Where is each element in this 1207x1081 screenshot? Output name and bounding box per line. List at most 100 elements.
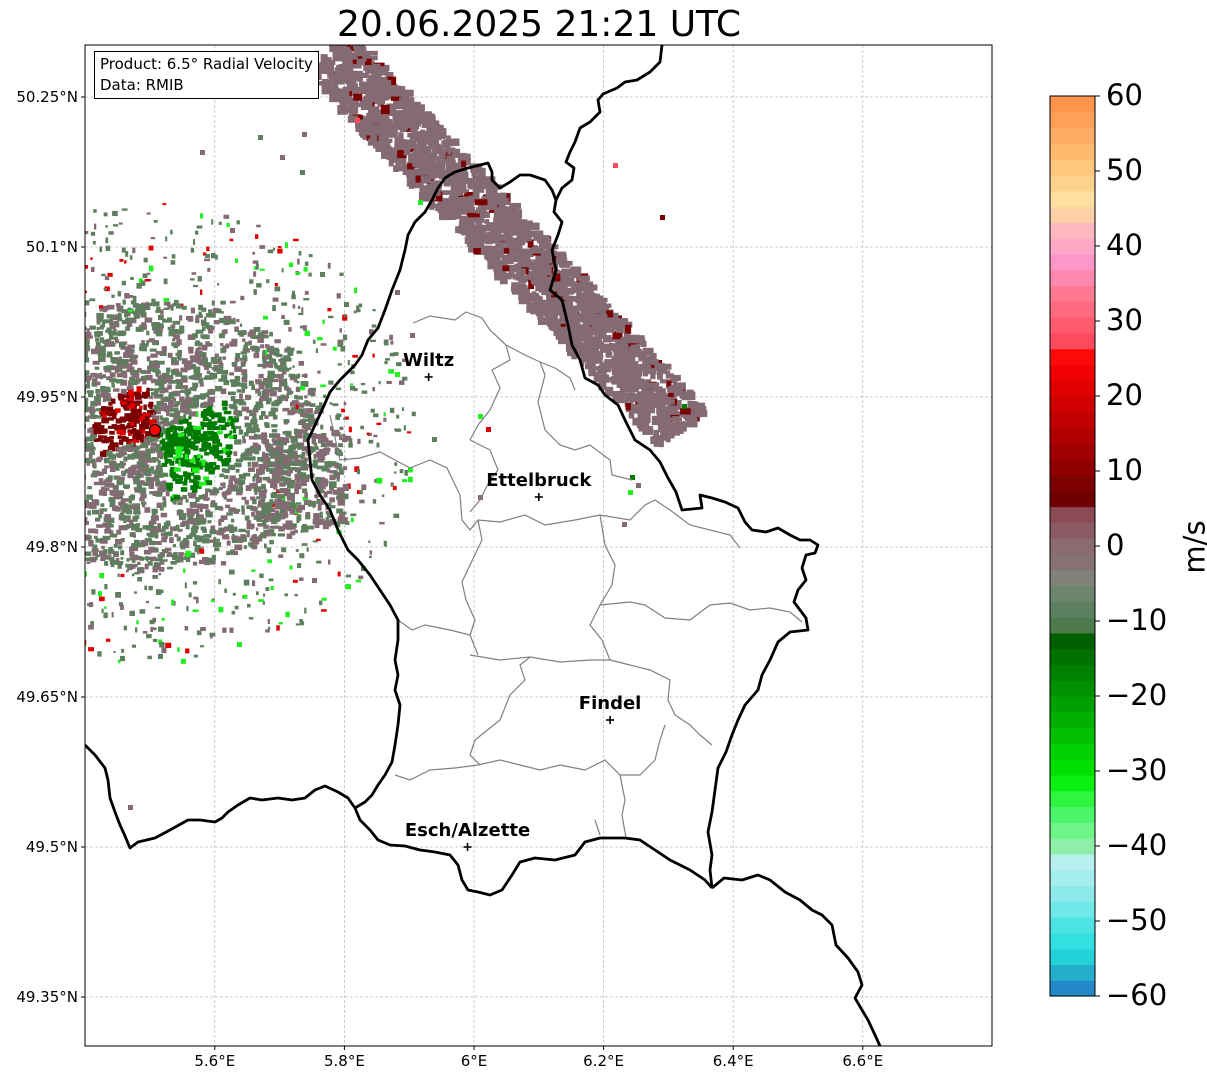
echo-pixel [278,554,284,558]
echo-pixel [17,467,20,470]
echo-pixel [204,316,207,323]
echo-pixel [17,489,24,495]
echo-pixel [635,335,645,340]
echo-pixel [273,247,276,251]
echo-pixel [295,623,301,626]
echo-pixel [385,358,391,361]
echo-pixel [287,507,294,512]
echo-pixel [85,557,91,562]
echo-pixel [318,454,325,460]
echo-pixel [153,301,160,307]
echo-pixel [153,527,159,533]
echo-pixel [101,508,108,512]
echo-pixel [316,538,321,541]
echo-pixel [116,446,125,453]
echo-pixel [30,362,34,366]
echo-pixel [26,457,29,461]
echo-pixel [152,515,159,521]
echo-pixel [45,358,50,363]
echo-pixel [129,429,135,434]
echo-pixel [98,345,106,352]
echo-pixel [111,533,118,538]
echo-pixel [218,424,227,431]
echo-pixel [174,533,179,537]
echo-pixel [170,229,173,235]
echo-pixel [154,473,158,477]
echo-pixel [202,557,209,563]
echo-pixel [198,494,204,500]
echo-pixel [445,215,457,220]
echo-pixel [345,521,350,525]
echo-pixel [55,355,62,361]
echo-pixel [235,413,240,418]
echo-pixel [80,457,84,463]
echo-pixel [204,375,213,380]
echo-pixel [304,291,309,295]
echo-pixel [177,354,181,359]
echo-pixel [286,346,291,351]
echo-pixel [173,467,181,472]
echo-pixel [186,511,195,517]
echo-pixel [96,518,101,522]
echo-pixel [127,446,134,453]
echo-pixel [476,207,487,214]
echo-pixel [165,520,171,525]
echo-pixel [43,337,47,341]
echo-pixel [510,237,518,245]
echo-pixel [500,234,512,242]
echo-pixel [1,488,9,491]
echo-pixel [170,439,178,445]
echo-pixel [201,538,210,544]
echo-pixel [301,446,307,451]
echo-pixel [75,496,80,502]
echo-pixel [48,421,51,425]
echo-pixel [172,476,177,482]
echo-pixel [184,440,190,445]
echo-pixel [120,655,126,662]
gridlines [85,45,992,1046]
echo-pixel [160,397,164,403]
echo-pixel [93,429,102,435]
echo-pixel [135,527,143,533]
echo-pixel [218,527,226,533]
echo-pixel [180,389,188,393]
echo-pixel [328,559,331,565]
echo-pixel [271,424,278,428]
echo-pixel [267,397,272,402]
echo-pixel [352,89,358,98]
echo-pixel [165,434,169,440]
echo-pixel [108,556,115,561]
echo-pixel [292,290,295,295]
echo-pixel [135,326,144,332]
echo-pixel [18,512,25,517]
echo-pixel [95,554,100,558]
echo-pixel [50,277,52,281]
echo-pixel [32,478,39,482]
echo-pixel [48,352,54,356]
echo-pixel [441,190,454,195]
echo-pixel [240,361,247,365]
echo-pixel [105,245,111,251]
echo-pixel [427,174,436,180]
echo-pixel [35,446,41,451]
echo-pixel [10,406,16,410]
echo-pixel [226,222,230,228]
echo-pixel [73,435,76,438]
echo-pixel [128,467,135,473]
echo-pixel [123,625,127,631]
echo-pixel [204,258,211,262]
echo-pixel [232,592,236,596]
echo-pixel [12,417,19,422]
echo-pixel [236,220,240,225]
echo-pixel [303,298,310,301]
echo-pixel [473,225,479,235]
echo-pixel [203,437,211,441]
echo-pixel [139,609,146,614]
echo-pixel [138,457,147,462]
echo-pixel [104,479,113,483]
echo-pixel [632,417,640,426]
echo-pixel [146,555,149,562]
echo-pixel [79,522,82,527]
echo-pixel [137,393,142,398]
echo-pixel [224,450,233,455]
